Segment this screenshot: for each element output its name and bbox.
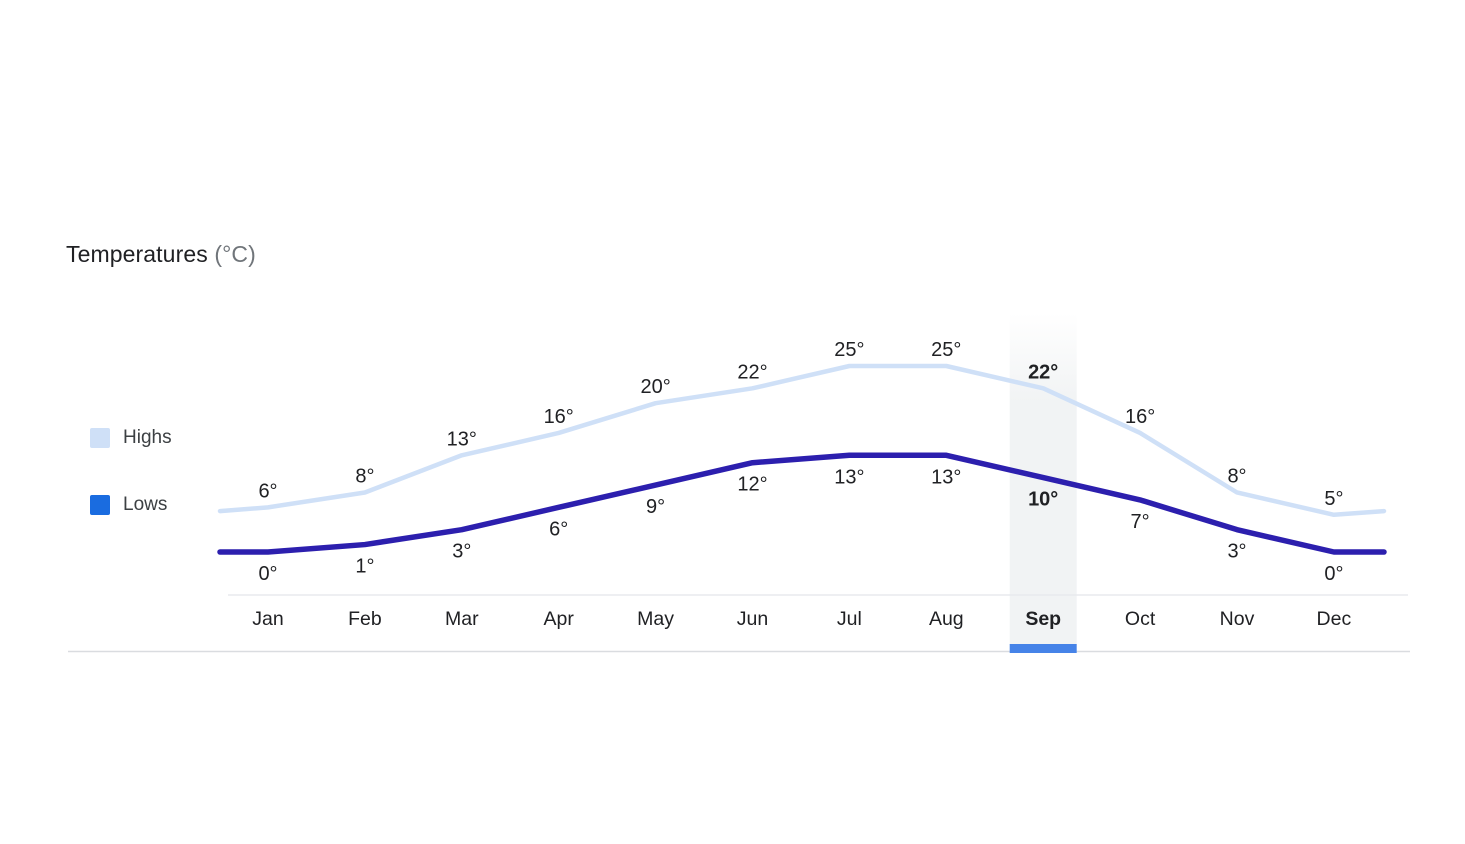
low-value-label-dec: 0° [1324,563,1343,585]
low-value-label-jun: 12° [737,474,767,496]
high-value-label-may: 20° [640,376,670,398]
chart-title-text: Temperatures [66,241,208,267]
chart-title-unit: (°C) [214,241,256,267]
month-label-jan[interactable]: Jan [252,608,283,630]
month-label-apr[interactable]: Apr [544,608,575,630]
lows-line [217,452,1387,555]
high-value-label-dec: 5° [1324,488,1343,510]
month-label-oct[interactable]: Oct [1125,608,1156,630]
low-value-label-apr: 6° [549,518,568,540]
highs-line [217,363,1387,518]
high-value-label-apr: 16° [544,406,574,428]
high-value-label-jul: 25° [834,339,864,361]
low-value-label-aug: 13° [931,466,961,488]
low-value-label-jan: 0° [258,563,277,585]
low-value-label-nov: 3° [1227,541,1246,563]
high-value-label-aug: 25° [931,339,961,361]
high-value-label-oct: 16° [1125,406,1155,428]
month-label-nov[interactable]: Nov [1220,608,1255,630]
low-value-label-jul: 13° [834,466,864,488]
low-value-label-sep: 10° [1028,489,1058,511]
month-label-dec[interactable]: Dec [1317,608,1352,630]
month-label-aug[interactable]: Aug [929,608,964,630]
month-label-jul[interactable]: Jul [837,608,862,630]
low-value-label-may: 9° [646,496,665,518]
month-label-mar[interactable]: Mar [445,608,479,630]
high-value-label-jun: 22° [737,361,767,383]
month-label-sep[interactable]: Sep [1025,608,1061,630]
selected-month-underline [1009,644,1077,653]
low-value-label-feb: 1° [355,556,374,578]
low-value-label-mar: 3° [452,541,471,563]
chart-title: Temperatures (°C) [66,240,256,268]
month-label-may[interactable]: May [637,608,674,630]
high-value-label-nov: 8° [1227,465,1246,487]
legend-item-lows[interactable]: Lows [90,494,167,516]
lows-swatch-icon [90,495,110,515]
high-value-label-jan: 6° [258,480,277,502]
high-value-label-sep: 22° [1028,361,1058,383]
month-label-jun[interactable]: Jun [737,608,768,630]
legend-item-highs[interactable]: Highs [90,427,172,449]
high-value-label-mar: 13° [447,428,477,450]
legend-label-lows: Lows [123,494,168,515]
legend-label-highs: Highs [123,427,172,448]
month-label-feb[interactable]: Feb [348,608,382,630]
high-value-label-feb: 8° [355,465,374,487]
highs-swatch-icon [90,428,110,448]
low-value-label-oct: 7° [1131,511,1150,533]
